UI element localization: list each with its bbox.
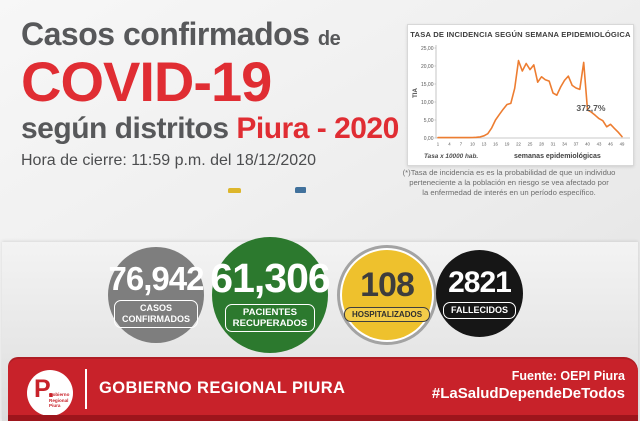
confirmed-label-line1: CASOS (139, 303, 172, 314)
stat-badge-hospitalized: 108 HOSPITALIZADOS (337, 245, 437, 345)
title-line1: Casos confirmados de (21, 16, 411, 53)
regional-government-logo: P. Gobierno Regional Piura (27, 370, 73, 416)
logo-monogram: P. (34, 375, 55, 403)
svg-text:1: 1 (437, 142, 440, 147)
svg-text:22: 22 (516, 142, 521, 147)
svg-text:372,7%: 372,7% (576, 103, 606, 113)
footer-source-block: Fuente: OEPI Piura #LaSaludDependeDeTodo… (432, 369, 625, 402)
svg-text:20,00: 20,00 (421, 64, 434, 70)
hashtag-text: #LaSaludDependeDeTodos (431, 385, 625, 402)
confirmed-label-line2: CONFIRMADOS (122, 314, 190, 324)
svg-text:15,00: 15,00 (421, 82, 434, 88)
footnote-line3: la enfermedad de interés en un período e… (422, 188, 596, 197)
svg-text:19: 19 (505, 142, 510, 147)
svg-text:5,00: 5,00 (424, 118, 434, 124)
svg-text:28: 28 (539, 142, 544, 147)
footnote-line1: (*)Tasa de incidencia es es la probabili… (402, 168, 616, 177)
svg-text:0,00: 0,00 (424, 136, 434, 142)
confirmed-circle: 76,942 CASOS CONFIRMADOS (108, 247, 204, 343)
title-line3-text: según distritos (21, 112, 229, 145)
svg-text:40: 40 (585, 142, 590, 147)
stat-badge-confirmed: 76,942 CASOS CONFIRMADOS (108, 247, 204, 343)
closing-time: Hora de cierre: 11:59 p.m. del 18/12/202… (21, 152, 316, 169)
title-line1-small-text: de (317, 28, 341, 50)
recovered-label-line2: RECUPERADOS (232, 318, 308, 329)
logo-sub-line1: Gobierno (49, 392, 70, 397)
svg-text:25,00: 25,00 (421, 46, 434, 52)
chart-title: TASA DE INCIDENCIA SEGÚN SEMANA EPIDEMIO… (410, 30, 631, 39)
deceased-count: 2821 (448, 266, 512, 300)
recovered-count: 61,306 (210, 254, 330, 301)
source-text: Fuente: OEPI Piura (511, 369, 625, 383)
deceased-circle: 2821 FALLECIDOS (436, 250, 523, 337)
stat-badge-recovered: 61,306 PACIENTES RECUPERADOS (210, 237, 331, 353)
title-covid19: COVID-19 (21, 50, 272, 113)
svg-text:13: 13 (482, 142, 487, 147)
svg-text:TIA: TIA (412, 87, 419, 97)
title-line3: según distritos Piura - 2020 (21, 112, 411, 146)
hospitalized-label-line1: HOSPITALIZADOS (351, 309, 423, 319)
title-line3-accent-text: Piura - 2020 (236, 112, 399, 145)
recovered-label-line1: PACIENTES (242, 306, 298, 318)
hospitalized-count: 108 (360, 265, 415, 304)
incidence-chart-svg: 25,00 20,00 15,00 10,00 5,00 0,001 4 7 10 13 16 19 2… (412, 45, 630, 147)
svg-text:34: 34 (562, 142, 567, 147)
confirmed-count: 76,942 (108, 260, 205, 298)
svg-text:25: 25 (528, 142, 533, 147)
recovered-circle: 61,306 PACIENTES RECUPERADOS (210, 237, 331, 353)
chart-x-axis-label: semanas epidemiológicas (514, 153, 601, 160)
footer-separator (85, 369, 87, 409)
svg-text:43: 43 (597, 142, 602, 147)
svg-text:10,00: 10,00 (421, 100, 434, 106)
clipped-blue-mark (295, 187, 306, 193)
title-line1-text: Casos confirmados (21, 16, 310, 52)
recovered-label: PACIENTES RECUPERADOS (224, 303, 316, 333)
svg-text:46: 46 (608, 142, 613, 147)
footnote-line2: perteneciente a la población en riesgo s… (409, 178, 609, 187)
svg-text:49: 49 (620, 142, 625, 147)
confirmed-label: CASOS CONFIRMADOS (114, 300, 198, 328)
svg-text:10: 10 (470, 142, 475, 147)
svg-text:31: 31 (551, 142, 556, 147)
hospitalized-label: HOSPITALIZADOS (343, 306, 431, 323)
deceased-label-line1: FALLECIDOS (450, 305, 508, 316)
svg-text:4: 4 (448, 142, 451, 147)
logo-sub-line2: Regional (49, 397, 69, 403)
incidence-footnote: (*)Tasa de incidencia es es la probabili… (381, 168, 637, 198)
clipped-yellow-mark (228, 188, 241, 193)
stat-badge-deceased: 2821 FALLECIDOS (436, 250, 523, 337)
hospitalized-circle: 108 HOSPITALIZADOS (342, 250, 432, 340)
footer-bar: P. Gobierno Regional Piura GOBIERNO REGI… (8, 357, 638, 421)
svg-text:7: 7 (460, 142, 463, 147)
svg-text:37: 37 (574, 142, 579, 147)
incidence-chart-card: TASA DE INCIDENCIA SEGÚN SEMANA EPIDEMIO… (407, 24, 634, 166)
logo-sub-line3: Piura (49, 403, 61, 409)
header: Casos confirmados de COVID-19 según dist… (21, 16, 411, 170)
svg-text:16: 16 (493, 142, 498, 147)
deceased-label: FALLECIDOS (442, 302, 516, 319)
org-name: GOBIERNO REGIONAL PIURA (99, 379, 346, 397)
chart-rate-note: Tasa x 10000 hab. (424, 153, 479, 160)
logo-sub-text: Gobierno Regional Piura (49, 392, 69, 409)
